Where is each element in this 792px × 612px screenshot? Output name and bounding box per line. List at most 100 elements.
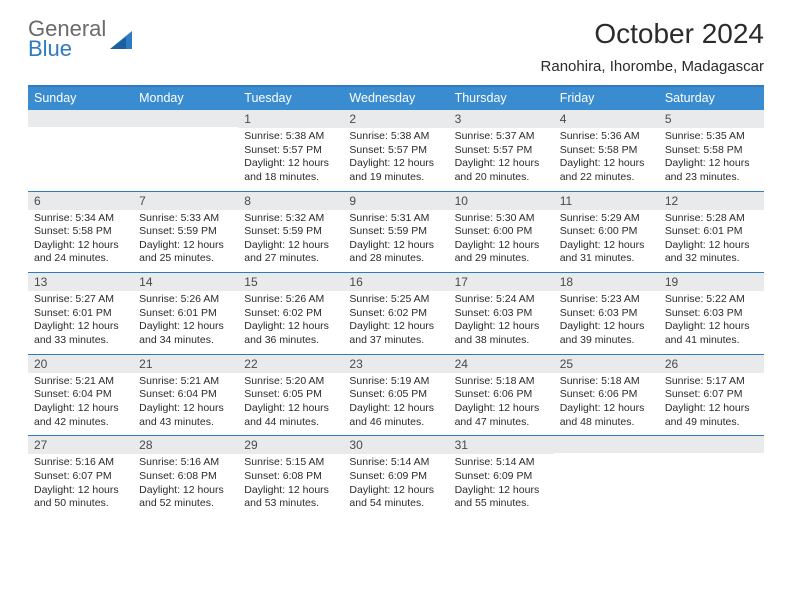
day-cell: 26Sunrise: 5:17 AMSunset: 6:07 PMDayligh… xyxy=(659,355,764,436)
sunrise-line: Sunrise: 5:27 AM xyxy=(34,293,127,307)
day-number: 17 xyxy=(449,273,554,291)
day-body: Sunrise: 5:27 AMSunset: 6:01 PMDaylight:… xyxy=(28,291,133,354)
sunset-line: Sunset: 6:06 PM xyxy=(455,388,548,402)
day-cell: 12Sunrise: 5:28 AMSunset: 6:01 PMDayligh… xyxy=(659,192,764,273)
sunset-line: Sunset: 6:01 PM xyxy=(665,225,758,239)
dow-header: Tuesday xyxy=(238,87,343,110)
day-cell: 17Sunrise: 5:24 AMSunset: 6:03 PMDayligh… xyxy=(449,273,554,354)
daylight-line: Daylight: 12 hours and 42 minutes. xyxy=(34,402,127,429)
dow-header: Monday xyxy=(133,87,238,110)
day-body: Sunrise: 5:26 AMSunset: 6:02 PMDaylight:… xyxy=(238,291,343,354)
day-number: 10 xyxy=(449,192,554,210)
sunset-line: Sunset: 6:01 PM xyxy=(139,307,232,321)
day-cell: 1Sunrise: 5:38 AMSunset: 5:57 PMDaylight… xyxy=(238,110,343,191)
day-body: Sunrise: 5:18 AMSunset: 6:06 PMDaylight:… xyxy=(554,373,659,436)
sunrise-line: Sunrise: 5:37 AM xyxy=(455,130,548,144)
day-number: 23 xyxy=(343,355,448,373)
day-number: 22 xyxy=(238,355,343,373)
sunset-line: Sunset: 6:07 PM xyxy=(34,470,127,484)
daylight-line: Daylight: 12 hours and 52 minutes. xyxy=(139,484,232,511)
day-cell: 21Sunrise: 5:21 AMSunset: 6:04 PMDayligh… xyxy=(133,355,238,436)
day-number: 5 xyxy=(659,110,764,128)
sunrise-line: Sunrise: 5:22 AM xyxy=(665,293,758,307)
day-cell: 8Sunrise: 5:32 AMSunset: 5:59 PMDaylight… xyxy=(238,192,343,273)
day-cell: 13Sunrise: 5:27 AMSunset: 6:01 PMDayligh… xyxy=(28,273,133,354)
sunrise-line: Sunrise: 5:15 AM xyxy=(244,456,337,470)
sunrise-line: Sunrise: 5:19 AM xyxy=(349,375,442,389)
sunset-line: Sunset: 5:59 PM xyxy=(139,225,232,239)
day-cell: 18Sunrise: 5:23 AMSunset: 6:03 PMDayligh… xyxy=(554,273,659,354)
day-number: 15 xyxy=(238,273,343,291)
day-number xyxy=(554,436,659,453)
daylight-line: Daylight: 12 hours and 28 minutes. xyxy=(349,239,442,266)
weeks-container: 1Sunrise: 5:38 AMSunset: 5:57 PMDaylight… xyxy=(28,110,764,517)
daylight-line: Daylight: 12 hours and 23 minutes. xyxy=(665,157,758,184)
sunrise-line: Sunrise: 5:30 AM xyxy=(455,212,548,226)
logo: General Blue xyxy=(28,18,136,60)
day-body: Sunrise: 5:15 AMSunset: 6:08 PMDaylight:… xyxy=(238,454,343,517)
dow-header: Friday xyxy=(554,87,659,110)
dow-header: Wednesday xyxy=(343,87,448,110)
day-cell: 29Sunrise: 5:15 AMSunset: 6:08 PMDayligh… xyxy=(238,436,343,517)
day-number: 12 xyxy=(659,192,764,210)
day-cell: 19Sunrise: 5:22 AMSunset: 6:03 PMDayligh… xyxy=(659,273,764,354)
day-cell: 14Sunrise: 5:26 AMSunset: 6:01 PMDayligh… xyxy=(133,273,238,354)
day-body: Sunrise: 5:29 AMSunset: 6:00 PMDaylight:… xyxy=(554,210,659,273)
day-body xyxy=(659,453,764,511)
month-title: October 2024 xyxy=(541,18,764,50)
day-cell: 30Sunrise: 5:14 AMSunset: 6:09 PMDayligh… xyxy=(343,436,448,517)
day-cell xyxy=(554,436,659,517)
day-number: 13 xyxy=(28,273,133,291)
day-body: Sunrise: 5:14 AMSunset: 6:09 PMDaylight:… xyxy=(343,454,448,517)
day-body: Sunrise: 5:38 AMSunset: 5:57 PMDaylight:… xyxy=(238,128,343,191)
day-number: 1 xyxy=(238,110,343,128)
day-cell: 27Sunrise: 5:16 AMSunset: 6:07 PMDayligh… xyxy=(28,436,133,517)
sunrise-line: Sunrise: 5:21 AM xyxy=(34,375,127,389)
day-cell: 10Sunrise: 5:30 AMSunset: 6:00 PMDayligh… xyxy=(449,192,554,273)
daylight-line: Daylight: 12 hours and 20 minutes. xyxy=(455,157,548,184)
calendar-page: General Blue October 2024 Ranohira, Ihor… xyxy=(0,0,792,517)
sunrise-line: Sunrise: 5:32 AM xyxy=(244,212,337,226)
dow-header: Thursday xyxy=(449,87,554,110)
sunrise-line: Sunrise: 5:26 AM xyxy=(244,293,337,307)
sunset-line: Sunset: 6:02 PM xyxy=(349,307,442,321)
day-cell: 24Sunrise: 5:18 AMSunset: 6:06 PMDayligh… xyxy=(449,355,554,436)
day-number: 27 xyxy=(28,436,133,454)
day-cell xyxy=(659,436,764,517)
day-body: Sunrise: 5:21 AMSunset: 6:04 PMDaylight:… xyxy=(28,373,133,436)
sunset-line: Sunset: 5:58 PM xyxy=(665,144,758,158)
day-cell: 22Sunrise: 5:20 AMSunset: 6:05 PMDayligh… xyxy=(238,355,343,436)
sunset-line: Sunset: 5:57 PM xyxy=(244,144,337,158)
dow-header: Saturday xyxy=(659,87,764,110)
sunset-line: Sunset: 5:57 PM xyxy=(455,144,548,158)
day-number: 14 xyxy=(133,273,238,291)
day-cell: 15Sunrise: 5:26 AMSunset: 6:02 PMDayligh… xyxy=(238,273,343,354)
sunrise-line: Sunrise: 5:18 AM xyxy=(560,375,653,389)
daylight-line: Daylight: 12 hours and 50 minutes. xyxy=(34,484,127,511)
sunset-line: Sunset: 6:06 PM xyxy=(560,388,653,402)
sunrise-line: Sunrise: 5:28 AM xyxy=(665,212,758,226)
day-number: 20 xyxy=(28,355,133,373)
daylight-line: Daylight: 12 hours and 27 minutes. xyxy=(244,239,337,266)
day-body xyxy=(133,127,238,185)
day-cell: 31Sunrise: 5:14 AMSunset: 6:09 PMDayligh… xyxy=(449,436,554,517)
sail-icon xyxy=(108,29,136,51)
sunrise-line: Sunrise: 5:33 AM xyxy=(139,212,232,226)
day-body: Sunrise: 5:16 AMSunset: 6:08 PMDaylight:… xyxy=(133,454,238,517)
sunrise-line: Sunrise: 5:38 AM xyxy=(244,130,337,144)
daylight-line: Daylight: 12 hours and 31 minutes. xyxy=(560,239,653,266)
day-body: Sunrise: 5:16 AMSunset: 6:07 PMDaylight:… xyxy=(28,454,133,517)
sunset-line: Sunset: 6:01 PM xyxy=(34,307,127,321)
day-body: Sunrise: 5:17 AMSunset: 6:07 PMDaylight:… xyxy=(659,373,764,436)
day-body: Sunrise: 5:38 AMSunset: 5:57 PMDaylight:… xyxy=(343,128,448,191)
daylight-line: Daylight: 12 hours and 44 minutes. xyxy=(244,402,337,429)
day-body: Sunrise: 5:20 AMSunset: 6:05 PMDaylight:… xyxy=(238,373,343,436)
week-row: 27Sunrise: 5:16 AMSunset: 6:07 PMDayligh… xyxy=(28,435,764,517)
sunrise-line: Sunrise: 5:21 AM xyxy=(139,375,232,389)
day-number xyxy=(28,110,133,127)
daylight-line: Daylight: 12 hours and 49 minutes. xyxy=(665,402,758,429)
day-body: Sunrise: 5:33 AMSunset: 5:59 PMDaylight:… xyxy=(133,210,238,273)
sunset-line: Sunset: 6:09 PM xyxy=(455,470,548,484)
daylight-line: Daylight: 12 hours and 43 minutes. xyxy=(139,402,232,429)
sunset-line: Sunset: 6:00 PM xyxy=(560,225,653,239)
